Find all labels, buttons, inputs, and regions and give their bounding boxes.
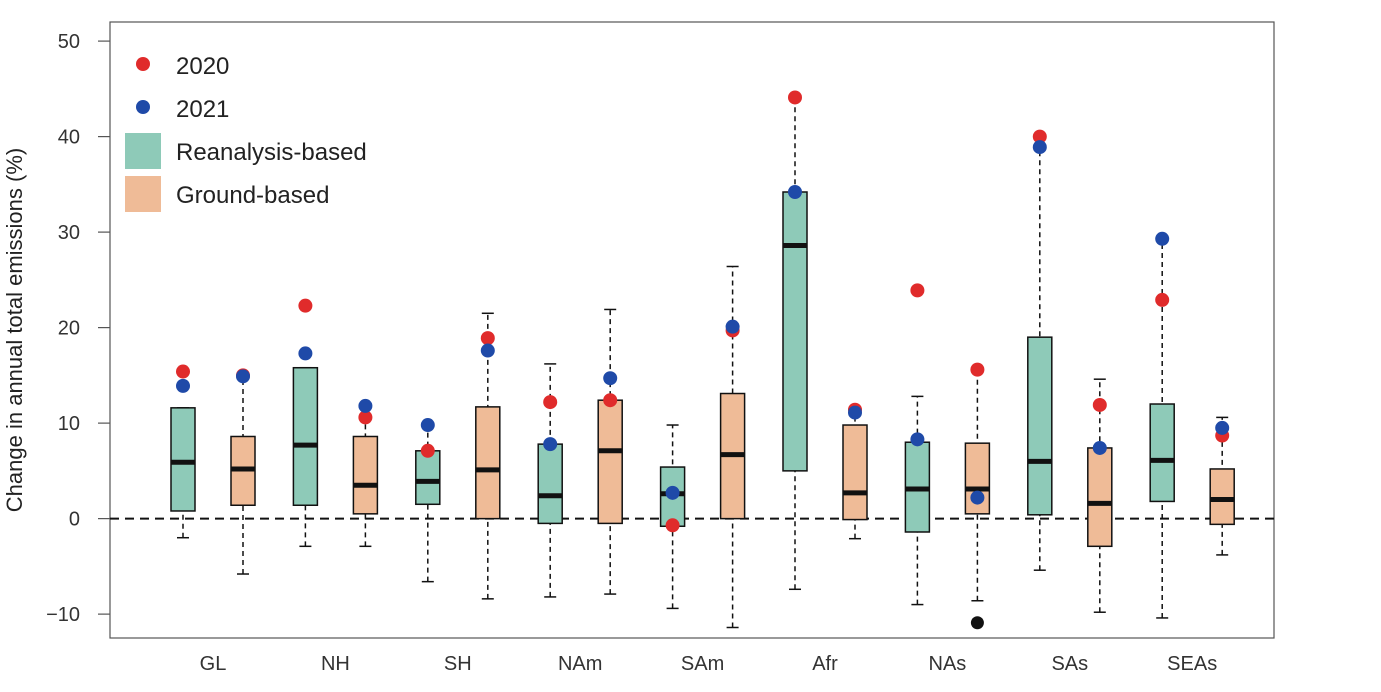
point-2021: [176, 378, 190, 393]
y-axis-label: Change in annual total emissions (%): [2, 148, 27, 512]
box-sh-reanalysis: [415, 450, 441, 506]
point-2021: [1032, 140, 1047, 155]
point-2021: [603, 371, 618, 386]
box-gl-reanalysis: [170, 407, 196, 512]
point-2021: [298, 346, 313, 361]
point-2021: [480, 343, 495, 358]
x-tick-label: NAs: [929, 653, 967, 675]
x-tick-label: SEAs: [1167, 653, 1217, 675]
x-tick-label: Afr: [812, 653, 838, 675]
legend-swatch-reanalysis-based: [125, 133, 161, 169]
legend-marker-2021: [136, 100, 150, 114]
box-sas-reanalysis: [1027, 336, 1053, 516]
box-seas-reanalysis: [1149, 403, 1175, 503]
point-2021: [358, 398, 373, 413]
point-2021: [1215, 420, 1230, 435]
point-2020: [603, 393, 618, 408]
outlier-point: [970, 616, 984, 630]
point-2021: [910, 432, 925, 447]
point-2021: [1155, 231, 1170, 246]
y-tick-label: 40: [58, 127, 80, 149]
points-layer: [176, 90, 1230, 630]
box-nh-reanalysis: [292, 366, 319, 506]
point-2021: [665, 485, 680, 500]
point-2021: [1092, 440, 1107, 455]
point-2020: [788, 90, 802, 105]
y-tick-label: 30: [58, 222, 80, 244]
point-2020: [543, 395, 558, 410]
legend-marker-2020: [136, 57, 150, 71]
box-seas-ground: [1209, 468, 1235, 526]
legend-swatch-ground-based: [125, 176, 161, 212]
point-2020: [970, 362, 985, 377]
legend-label: Ground-based: [176, 182, 329, 209]
point-2020: [480, 331, 495, 346]
point-2020: [1092, 397, 1107, 412]
point-2021: [788, 184, 802, 199]
x-tick-label: SAs: [1051, 653, 1088, 675]
box-nam-ground: [597, 399, 623, 525]
y-axis: −10 0 10 20 30 40 50: [46, 31, 110, 626]
y-tick-label: −10: [46, 604, 80, 626]
y-tick-label: 0: [69, 509, 80, 531]
x-axis: GL NH SH NAm SAm Afr NAs SAs SEAs: [200, 653, 1218, 675]
x-tick-label: SAm: [681, 653, 724, 675]
box-sh-ground: [475, 406, 501, 520]
legend: 2020 2021 Reanalysis-based Ground-based: [125, 53, 367, 212]
point-2020: [1032, 129, 1047, 144]
point-2020: [358, 410, 373, 425]
point-2020: [176, 364, 190, 379]
point-2021: [420, 418, 435, 433]
boxes-layer: [170, 97, 1235, 629]
y-tick-label: 50: [58, 31, 80, 53]
x-tick-label: NAm: [558, 653, 602, 675]
plot-frame: [109, 21, 1275, 639]
point-2021: [848, 405, 862, 420]
point-2021: [236, 369, 250, 384]
legend-label: 2021: [176, 96, 229, 123]
box-afr-ground: [842, 424, 868, 521]
x-tick-label: SH: [444, 653, 472, 675]
legend-label: Reanalysis-based: [176, 139, 367, 166]
point-2021: [543, 437, 558, 452]
legend-label: 2020: [176, 53, 229, 80]
point-2021: [725, 319, 740, 334]
box-nh-ground: [352, 435, 379, 515]
point-2020: [298, 298, 313, 313]
point-2020: [665, 518, 680, 533]
point-2020: [910, 283, 925, 298]
box-sas-ground: [1087, 447, 1113, 548]
box-nam-reanalysis: [537, 443, 563, 525]
x-tick-label: GL: [200, 653, 227, 675]
y-tick-label: 10: [58, 413, 80, 435]
x-tick-label: NH: [321, 653, 350, 675]
point-2021: [970, 490, 985, 505]
y-tick-label: 20: [58, 318, 80, 340]
point-2020: [1155, 292, 1170, 307]
box-afr-reanalysis: [782, 191, 808, 472]
point-2020: [420, 443, 435, 458]
